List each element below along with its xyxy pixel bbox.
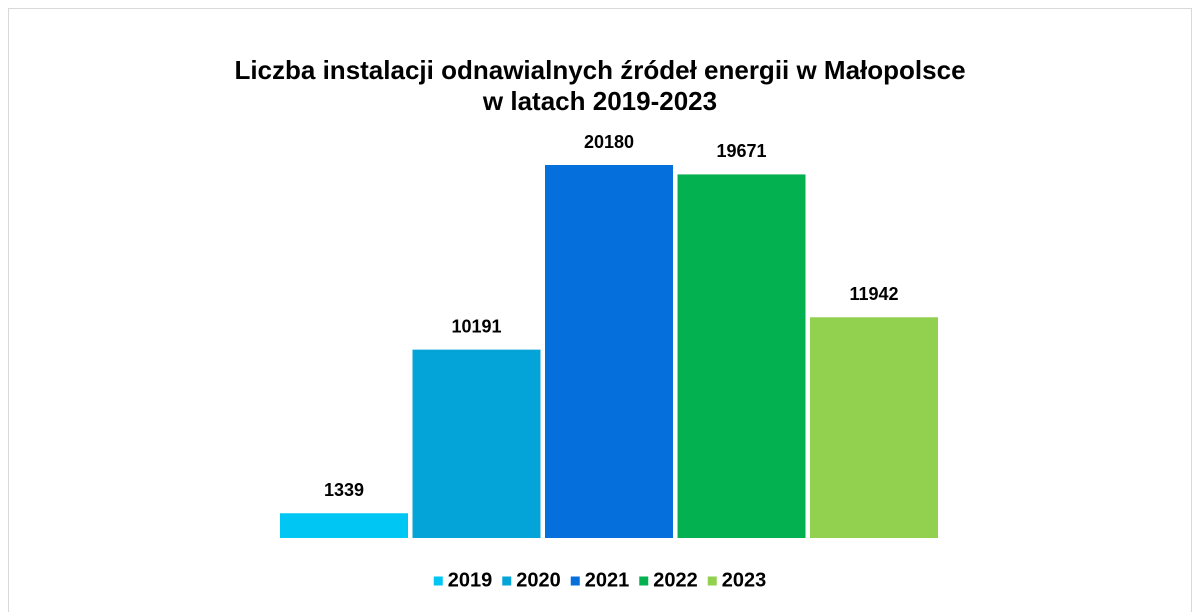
- legend-label: 2021: [585, 569, 630, 591]
- data-label: 11942: [849, 284, 898, 304]
- data-label: 1339: [324, 480, 364, 500]
- bar: [412, 349, 541, 538]
- legend-label: 2023: [722, 569, 767, 591]
- bar: [280, 513, 408, 538]
- legend-label: 2020: [516, 569, 561, 591]
- legend-label: 2019: [448, 569, 493, 591]
- data-label: 19671: [716, 141, 766, 161]
- legend-swatch: [570, 576, 580, 586]
- chart-title: w latach 2019-2023: [482, 86, 717, 116]
- legend-label: 2022: [653, 569, 698, 591]
- chart-title: Liczba instalacji odnawialnych źródeł en…: [234, 55, 965, 85]
- data-label: 10191: [451, 316, 501, 336]
- legend-swatch: [707, 576, 717, 586]
- data-label: 20180: [584, 132, 634, 152]
- legend-swatch: [639, 576, 649, 586]
- bar: [677, 174, 806, 538]
- legend-swatch: [433, 576, 443, 586]
- legend-swatch: [502, 576, 512, 586]
- bar: [810, 317, 938, 538]
- bar: [545, 165, 673, 538]
